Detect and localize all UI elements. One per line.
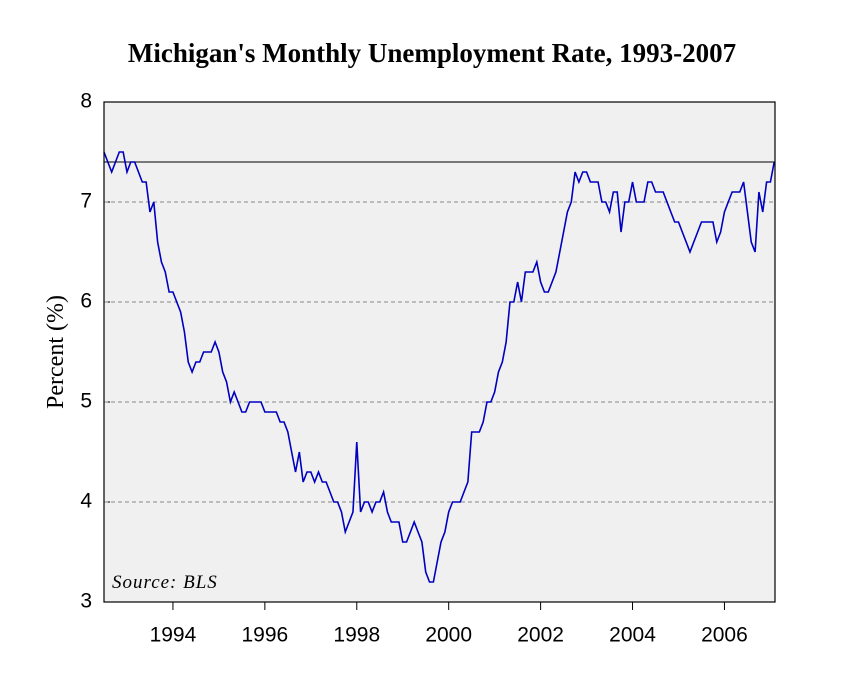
y-tick-label: 3	[80, 590, 92, 613]
x-tick-label: 1996	[241, 624, 288, 647]
y-tick-label: 5	[80, 390, 92, 413]
x-tick-label: 1998	[333, 624, 380, 647]
x-tick-label: 2002	[517, 624, 564, 647]
y-tick-label: 7	[80, 190, 92, 213]
y-tick-label: 4	[80, 490, 92, 513]
data-line	[103, 151, 776, 583]
x-tick-label: 1994	[150, 624, 197, 647]
y-tick-label: 8	[80, 90, 92, 113]
source-note: Source: BLS	[112, 572, 218, 593]
y-axis-label: Percent (%)	[43, 295, 69, 409]
x-tick-label: 2006	[701, 624, 748, 647]
plot-border	[103, 101, 776, 603]
x-tick-label: 2004	[609, 624, 656, 647]
plot-area	[104, 102, 775, 602]
x-tick-label: 2000	[425, 624, 472, 647]
chart-title: Michigan's Monthly Unemployment Rate, 19…	[128, 38, 736, 68]
y-tick-label: 6	[80, 290, 92, 313]
